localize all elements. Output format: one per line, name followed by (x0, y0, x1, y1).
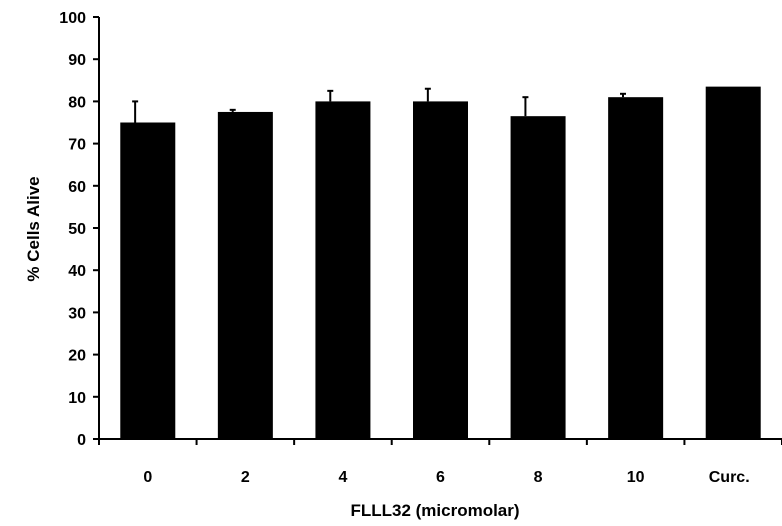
y-tick-label: 40 (68, 263, 86, 280)
y-axis-label: % Cells Alive (24, 176, 43, 281)
bar-10 (608, 97, 664, 440)
x-axis-ticks: 0 2 4 6 8 10 Curc. (98, 439, 782, 486)
y-tick-label: 20 (68, 348, 86, 365)
x-tick-label: 8 (534, 469, 543, 486)
y-tick-label: 0 (77, 432, 86, 449)
bar-6 (413, 101, 468, 440)
x-tick-label: 4 (338, 469, 347, 486)
y-tick-label: 70 (68, 137, 86, 154)
y-tick-label: 30 (68, 305, 86, 322)
y-tick-label: 60 (68, 179, 86, 196)
y-tick-label: 80 (68, 94, 86, 111)
y-tick-label: 100 (59, 10, 86, 27)
x-axis-label: FLLL32 (micromolar) (350, 501, 519, 520)
x-tick-label: 10 (627, 469, 645, 486)
y-tick-label: 90 (68, 52, 86, 69)
bar-4 (315, 101, 371, 440)
bar-8 (510, 116, 566, 440)
y-axis-ticks: 0 10 20 30 40 50 60 70 80 90 100 (59, 10, 99, 449)
y-tick-label: 50 (68, 221, 86, 238)
y-tick-label: 10 (68, 390, 86, 407)
error-bars (132, 87, 626, 123)
bar-0 (120, 122, 176, 439)
bars (120, 86, 761, 440)
bar-2 (217, 111, 273, 439)
x-tick-label: Curc. (709, 469, 750, 486)
bar-curc (705, 86, 761, 439)
x-tick-label: 0 (143, 469, 152, 486)
x-tick-label: 2 (241, 469, 250, 486)
x-tick-label: 6 (436, 469, 445, 486)
